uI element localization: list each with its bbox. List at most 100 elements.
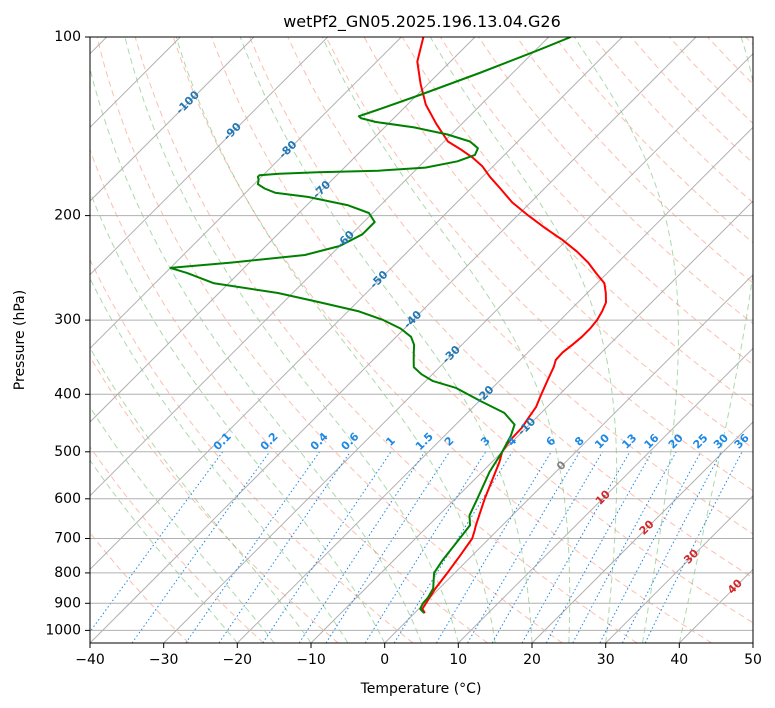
dry-adiabat — [554, 37, 753, 244]
dry-adiabat — [90, 258, 414, 643]
x-tick-label: −30 — [149, 652, 179, 668]
x-tick-label: 20 — [523, 652, 541, 668]
mixing-ratio-line — [467, 451, 581, 643]
plot-frame — [89, 36, 754, 644]
temperature-profile-line — [416, 37, 607, 614]
mixing-ratio-line — [599, 451, 702, 643]
mixing-ratio-line — [298, 451, 426, 643]
moist-adiabat — [573, 37, 679, 643]
dry-adiabat — [745, 37, 753, 46]
y-axis-label: Pressure (hPa) — [12, 290, 28, 390]
isotherm-line — [310, 200, 753, 643]
mixing-ratio-line — [185, 451, 321, 643]
mixing-ratio-label: 36 — [732, 431, 752, 451]
dry-adiabat — [90, 355, 339, 643]
x-axis-label: Temperature (°C) — [360, 681, 482, 697]
moist-adiabat — [90, 406, 275, 643]
isotherm-line — [90, 37, 697, 643]
dry-adiabat — [669, 37, 753, 125]
dewpoint-profile-line — [169, 37, 572, 614]
mixing-ratio-label: 10 — [592, 431, 612, 451]
mixing-ratio-line — [521, 451, 631, 643]
x-axis: −40 −30 −20 −10 0 10 20 30 40 50 — [75, 643, 762, 668]
y-tick-label: 900 — [54, 595, 81, 611]
isopleth-labels: -100-90-80-70-60-50-40-30-20-10010203040… — [173, 88, 752, 597]
x-tick-label: 30 — [597, 652, 615, 668]
x-tick-label: 50 — [744, 652, 762, 668]
isotherm-line — [384, 273, 753, 643]
background-lines — [90, 37, 753, 643]
y-tick-label: 400 — [54, 386, 81, 402]
y-tick-label: 500 — [54, 444, 81, 460]
dry-adiabat — [172, 37, 712, 643]
dry-adiabat — [592, 37, 753, 204]
moist-adiabat — [90, 66, 422, 643]
mixing-ratio-label: 2 — [442, 434, 457, 449]
mixing-ratio-line — [364, 451, 487, 643]
dry-adiabat — [211, 37, 753, 624]
pressure-gridlines — [90, 37, 753, 631]
isotherm-line — [163, 52, 753, 643]
x-tick-label: −10 — [296, 652, 326, 668]
moist-adiabat — [90, 277, 349, 643]
mixing-ratio-line — [545, 451, 653, 643]
dry-adiabat — [478, 37, 753, 325]
mixing-ratio-label: 6 — [544, 434, 559, 449]
dry-adiabat — [90, 445, 264, 643]
mixing-ratio-line — [572, 451, 677, 643]
isotherm-line — [605, 494, 753, 643]
isotherm-line — [531, 421, 753, 643]
y-tick-label: 1000 — [45, 622, 81, 638]
mixing-ratio-label: 13 — [619, 431, 639, 451]
moist-adiabat — [90, 346, 312, 643]
mixing-ratio-label: 20 — [666, 431, 686, 451]
mixing-ratio-label: 16 — [642, 431, 662, 451]
mixing-ratio-line — [435, 451, 552, 643]
y-tick-label: 100 — [54, 29, 81, 45]
mixing-ratio-label: 0.6 — [339, 430, 362, 453]
dry-adiabat — [516, 37, 753, 284]
mixing-ratio-line — [131, 451, 271, 643]
dry-adiabat — [439, 37, 753, 366]
x-tick-label: 40 — [670, 652, 688, 668]
mixing-ratio-line — [262, 451, 392, 643]
y-tick-label: 300 — [54, 312, 81, 328]
y-axis: 100 200 300 400 500 600 700 800 900 1000 — [45, 29, 90, 638]
y-tick-label: 700 — [54, 531, 81, 547]
moist-adiabat — [90, 190, 386, 643]
isotherm-line — [90, 37, 255, 202]
chart-title: wetPf2_GN05.2025.196.13.04.G26 — [283, 12, 561, 32]
dry-adiabat — [96, 37, 563, 643]
dry-adiabat — [90, 531, 190, 643]
mixing-ratio-label: 0.1 — [211, 430, 234, 453]
dry-adiabat — [134, 37, 638, 643]
moist-adiabat — [321, 37, 571, 643]
dry-adiabat — [287, 37, 753, 535]
dry-adiabat — [325, 37, 753, 492]
mixing-ratio-label: 3 — [478, 434, 493, 449]
dry-adiabat — [707, 37, 753, 85]
mixing-ratio-line — [644, 451, 743, 643]
mixing-ratio-line — [218, 451, 351, 643]
isotherm-line — [90, 37, 623, 571]
moist-adiabat — [175, 37, 496, 643]
isotherm-line — [90, 37, 402, 350]
moist-adiabat — [429, 37, 618, 643]
mixing-ratio-label: 0.4 — [308, 430, 331, 453]
moist-adiabat — [124, 37, 459, 643]
y-tick-label: 800 — [54, 565, 81, 581]
x-tick-label: 0 — [380, 652, 389, 668]
mixing-ratio-label: 8 — [572, 434, 587, 449]
dry-adiabat — [249, 37, 753, 579]
isotherm-line — [236, 126, 753, 643]
mixing-ratio-label: 1 — [383, 434, 398, 449]
moist-adiabat — [678, 37, 753, 643]
moist-adiabat — [90, 459, 238, 643]
isotherm-line — [90, 37, 476, 423]
isotherm-line — [457, 347, 753, 643]
mixing-ratio-label: 1.5 — [413, 430, 436, 453]
mixing-ratio-label: 30 — [711, 431, 731, 451]
isotherm-line — [90, 37, 550, 497]
x-tick-label: −20 — [223, 652, 253, 668]
